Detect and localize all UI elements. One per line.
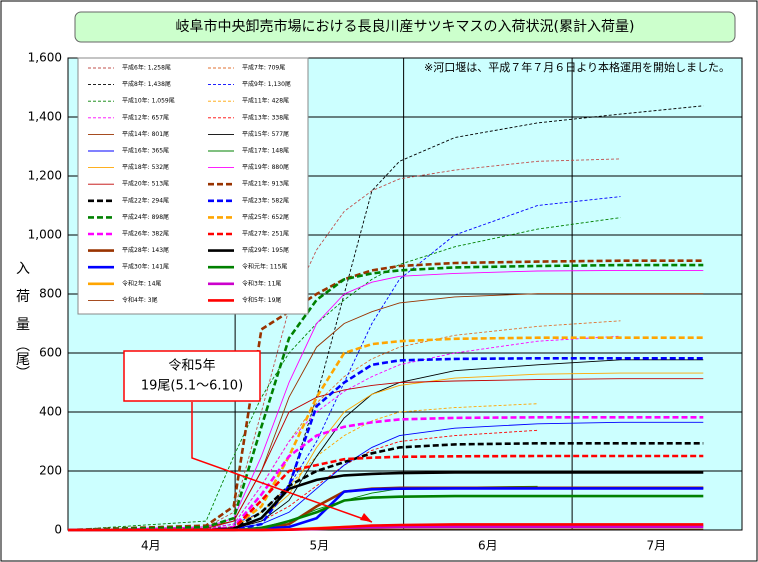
- y-tick-label: 1,000: [28, 228, 62, 242]
- y-tick-label: 1,400: [28, 110, 62, 124]
- legend-label: 平成8年: 1,438尾: [122, 80, 171, 88]
- legend-label: 平成19年: 880尾: [242, 163, 289, 171]
- legend-label: 令和3年: 11尾: [242, 279, 281, 287]
- legend-label: 平成7年: 709尾: [242, 64, 285, 72]
- legend-label: 平成24年: 898尾: [122, 213, 169, 221]
- x-tick-label: 4月: [141, 539, 161, 553]
- legend-label: 平成26年: 382尾: [122, 230, 169, 238]
- callout-text: 令和5年: [168, 359, 215, 374]
- legend-label: 平成11年: 428尾: [242, 97, 289, 105]
- callout-box: [123, 350, 261, 402]
- series-line: [67, 158, 621, 531]
- x-tick-label: 6月: [478, 539, 498, 553]
- y-tick-label: 800: [39, 287, 62, 301]
- legend-label: 平成9年: 1,130尾: [242, 80, 291, 88]
- chart-title: 岐阜市中央卸売市場における長良川産サツキマスの入荷状況(累計入荷量): [176, 18, 635, 35]
- legend-label: 平成14年: 801尾: [122, 130, 169, 138]
- legend-label: 平成23年: 582尾: [242, 196, 289, 204]
- legend-label: 平成28年: 143尾: [122, 246, 169, 254]
- series-line: [68, 523, 704, 532]
- plot: [67, 57, 742, 532]
- x-tick-label: 5月: [310, 539, 330, 553]
- legend-label: 令和4年: 3尾: [122, 296, 158, 304]
- legend-label: 平成27年: 251尾: [242, 230, 289, 238]
- legend-label: 平成30年: 141尾: [122, 263, 169, 271]
- y-tick-label: 600: [39, 346, 62, 360]
- legend-label: 平成29年: 195尾: [242, 246, 289, 254]
- y-tick-label: 200: [39, 464, 62, 478]
- legend-label: 平成21年: 913尾: [242, 180, 289, 188]
- legend-label: 平成17年: 148尾: [242, 147, 289, 155]
- legend-label: 平成12年: 657尾: [122, 113, 169, 121]
- legend-label: 令和元年: 115尾: [242, 263, 287, 271]
- series-line: [67, 259, 704, 532]
- y-tick-label: 1,600: [28, 51, 62, 65]
- y-tick-label: 400: [39, 405, 62, 419]
- y-axis-label: 入 荷 量 （尾）: [14, 261, 30, 380]
- legend-label: 平成22年: 294尾: [122, 196, 169, 204]
- y-tick-label: 1,200: [28, 169, 62, 183]
- series-line: [68, 471, 704, 532]
- legend-label: 平成16年: 365尾: [122, 147, 169, 155]
- callout-text: 19尾(5.1～6.10): [141, 379, 243, 394]
- legend-label: 令和5年: 19尾: [242, 296, 281, 304]
- y-tick-label: 0: [54, 523, 62, 537]
- legend-label: 平成20年: 513尾: [122, 180, 169, 188]
- legend-label: 平成25年: 652尾: [242, 213, 289, 221]
- note: ※河口堰は、平成７年７月６日より本格運用を開始しました。: [424, 60, 730, 74]
- series-line: [67, 217, 621, 531]
- legend-label: 平成18年: 532尾: [122, 163, 169, 171]
- series-line: [67, 263, 704, 532]
- title-box: [74, 11, 736, 43]
- series-line: [67, 335, 621, 531]
- arrow-head: [360, 513, 372, 522]
- legend: [77, 57, 309, 315]
- legend-label: 令和2年: 14尾: [122, 279, 161, 287]
- legend-label: 平成15年: 577尾: [242, 130, 289, 138]
- x-tick-label: 7月: [647, 539, 667, 553]
- legend-label: 平成10年: 1,059尾: [122, 97, 175, 105]
- callout-arrow: [191, 402, 373, 523]
- legend-label: 平成13年: 338尾: [242, 113, 289, 121]
- series-line: [67, 378, 704, 531]
- legend-label: 平成6年: 1,258尾: [122, 64, 171, 72]
